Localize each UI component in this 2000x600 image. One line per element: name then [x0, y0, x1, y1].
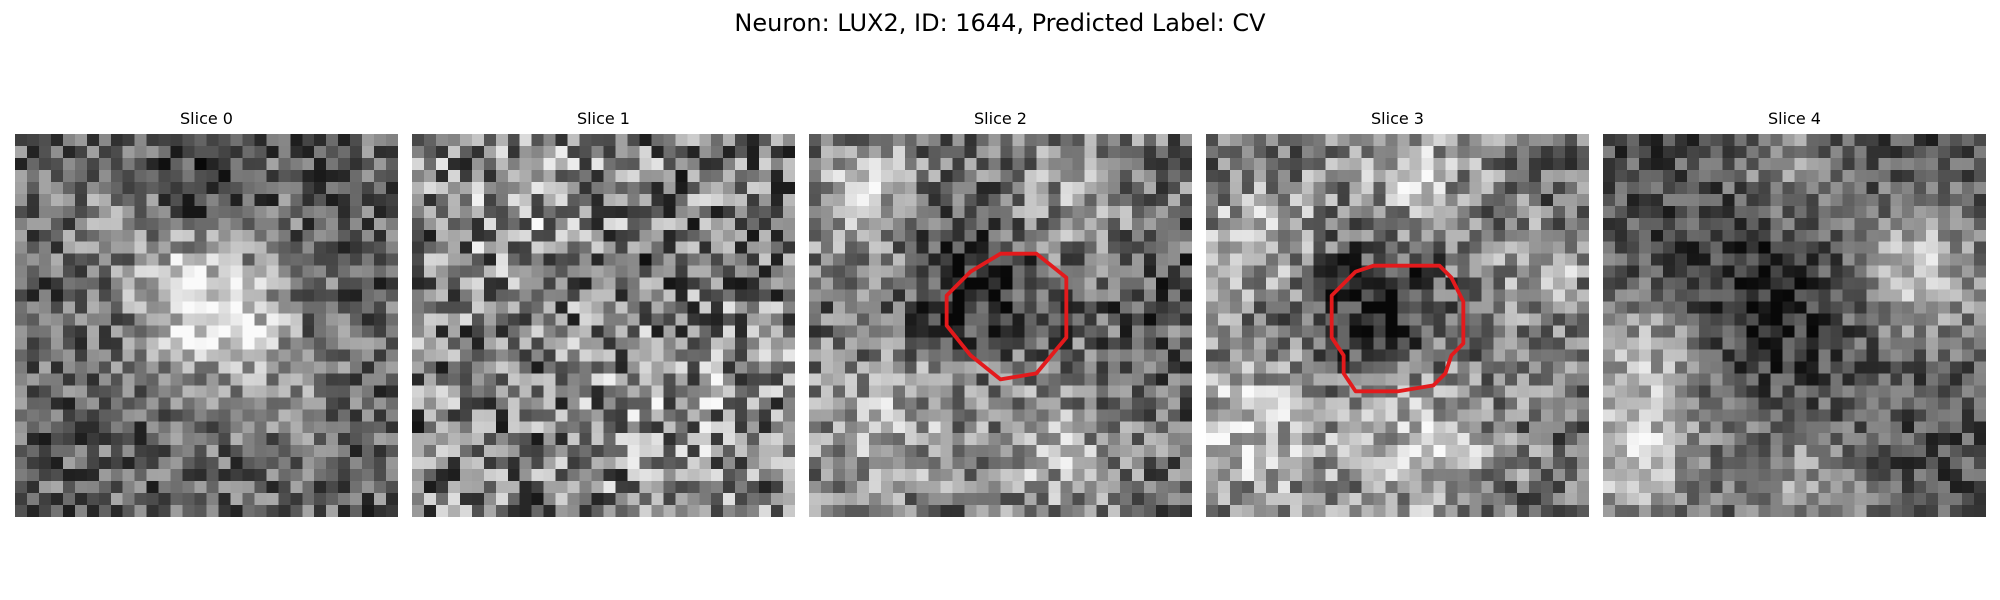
slice-2-title: Slice 2 — [974, 109, 1027, 128]
slice-4-image — [1603, 134, 1986, 517]
slice-1-image — [412, 134, 795, 517]
slice-panel-2: Slice 2 — [809, 108, 1192, 517]
slice-0-title: Slice 0 — [180, 109, 233, 128]
slice-panel-3: Slice 3 — [1206, 108, 1589, 517]
slice-panel-1: Slice 1 — [412, 108, 795, 517]
slice-panel-4: Slice 4 — [1603, 108, 1986, 517]
slice-2-contour — [944, 251, 1069, 382]
slice-panel-0: Slice 0 — [15, 108, 398, 517]
slice-2-image — [809, 134, 1192, 517]
slice-0-image — [15, 134, 398, 517]
slice-3-image — [1206, 134, 1589, 517]
figure-title: Neuron: LUX2, ID: 1644, Predicted Label:… — [734, 9, 1266, 37]
slice-1-title: Slice 1 — [577, 109, 630, 128]
slice-3-contour — [1329, 263, 1466, 394]
slice-3-title: Slice 3 — [1371, 109, 1424, 128]
slice-4-title: Slice 4 — [1768, 109, 1821, 128]
